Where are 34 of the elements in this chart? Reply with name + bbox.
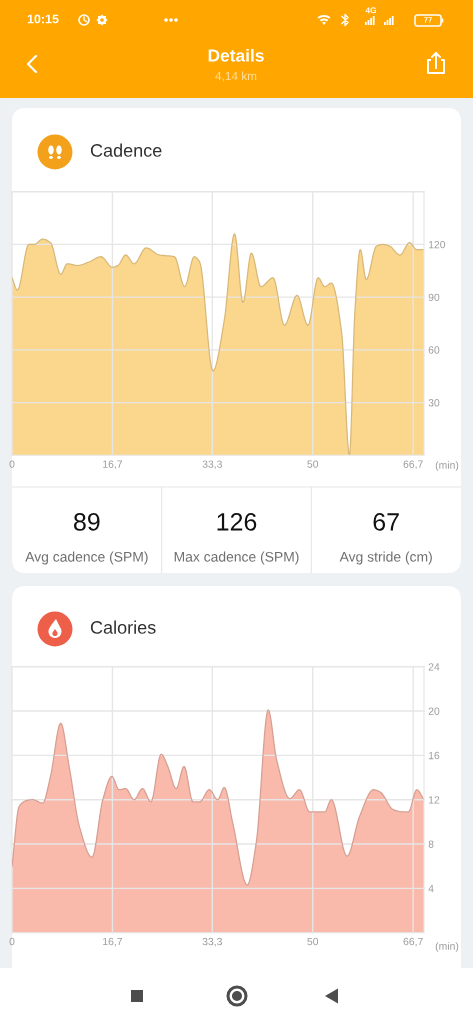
x-tick-label: 50 xyxy=(307,460,319,468)
text: 126 xyxy=(217,513,257,531)
y-tick-label: 90 xyxy=(428,293,440,302)
y-tick-label: 8 xyxy=(428,840,434,848)
x-tick-label: 33,3 xyxy=(202,937,222,947)
x-tick-label: 16,7 xyxy=(103,460,123,470)
text: 4,14 km xyxy=(215,71,257,82)
y-tick-label: 12 xyxy=(428,796,440,804)
x-tick-label: 50 xyxy=(307,937,319,946)
x-tick-label: 66,7 xyxy=(403,937,423,947)
chart-title: Cadence xyxy=(90,143,162,157)
x-tick-label: 0 xyxy=(9,937,15,946)
x-axis-title: (min) xyxy=(435,461,459,471)
chart-title: Calories xyxy=(90,620,156,634)
x-tick-label: 66,7 xyxy=(403,460,423,470)
y-tick-label: 4 xyxy=(428,884,434,893)
text: Details xyxy=(208,48,264,62)
text: 10:15 xyxy=(27,14,59,24)
y-tick-label: 24 xyxy=(428,663,440,671)
y-tick-label: 60 xyxy=(428,346,440,354)
text: Max cadence (SPM) xyxy=(174,551,299,565)
text: 67 xyxy=(373,513,399,531)
text: 89 xyxy=(74,513,100,531)
text: Avg cadence (SPM) xyxy=(25,551,148,565)
x-axis-title: (min) xyxy=(435,942,459,952)
x-tick-label: 0 xyxy=(9,460,15,468)
y-tick-label: 30 xyxy=(428,399,440,407)
y-tick-label: 16 xyxy=(428,751,440,760)
y-tick-label: 120 xyxy=(428,240,446,249)
text: Avg stride (cm) xyxy=(339,551,432,565)
y-tick-label: 20 xyxy=(428,707,440,715)
x-tick-label: 16,7 xyxy=(103,937,123,947)
x-tick-label: 33,3 xyxy=(202,460,222,470)
text: 4G xyxy=(365,7,377,14)
